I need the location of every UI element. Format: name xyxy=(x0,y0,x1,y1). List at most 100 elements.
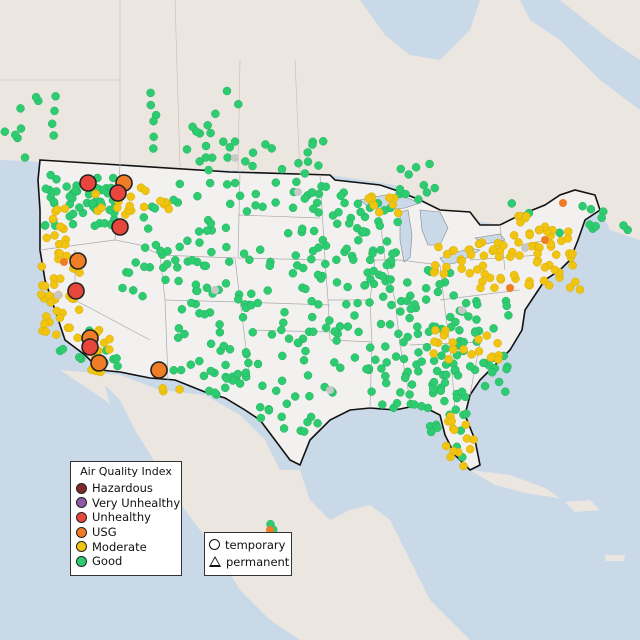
sensor-good[interactable] xyxy=(49,131,58,140)
sensor-no-data[interactable] xyxy=(211,286,219,294)
sensor-good[interactable] xyxy=(432,366,442,376)
sensor-good[interactable] xyxy=(177,305,187,314)
sensor-good[interactable] xyxy=(303,371,313,380)
sensor-good[interactable] xyxy=(435,280,444,289)
sensor-good[interactable] xyxy=(378,292,388,301)
sensor-good[interactable] xyxy=(215,328,225,337)
sensor-good[interactable] xyxy=(58,344,68,354)
sensor-moderate[interactable] xyxy=(126,192,136,201)
sensor-moderate[interactable] xyxy=(156,196,165,206)
sensor-moderate[interactable] xyxy=(75,268,84,277)
sensor-good[interactable] xyxy=(282,399,292,409)
sensor-good[interactable] xyxy=(221,360,230,370)
sensor-good[interactable] xyxy=(284,334,294,343)
sensor-good[interactable] xyxy=(414,195,423,204)
sensor-good[interactable] xyxy=(365,343,375,352)
sensor-good[interactable] xyxy=(369,279,379,289)
sensor-good[interactable] xyxy=(171,255,180,265)
sensor-good[interactable] xyxy=(494,377,504,387)
sensor-good[interactable] xyxy=(332,278,342,287)
sensor-moderate[interactable] xyxy=(540,263,550,272)
sensor-unhealthy[interactable] xyxy=(67,282,85,300)
sensor-good[interactable] xyxy=(206,128,215,138)
sensor-moderate[interactable] xyxy=(461,420,471,429)
sensor-good[interactable] xyxy=(162,259,172,269)
sensor-good[interactable] xyxy=(330,327,339,336)
sensor-good[interactable] xyxy=(47,119,57,129)
sensor-moderate[interactable] xyxy=(506,252,515,261)
sensor-good[interactable] xyxy=(479,358,488,368)
sensor-good[interactable] xyxy=(354,327,363,337)
sensor-good[interactable] xyxy=(31,92,41,102)
sensor-good[interactable] xyxy=(245,255,254,265)
sensor-good[interactable] xyxy=(472,315,481,324)
sensor-moderate[interactable] xyxy=(509,270,519,280)
sensor-good[interactable] xyxy=(342,244,351,254)
sensor-good[interactable] xyxy=(71,186,80,195)
sensor-good[interactable] xyxy=(359,227,368,236)
sensor-moderate[interactable] xyxy=(467,350,476,359)
sensor-moderate[interactable] xyxy=(514,238,523,247)
sensor-moderate[interactable] xyxy=(466,250,476,260)
sensor-good[interactable] xyxy=(422,188,432,197)
sensor-good[interactable] xyxy=(294,158,303,168)
sensor-good[interactable] xyxy=(186,360,196,369)
sensor-good[interactable] xyxy=(376,319,386,329)
sensor-good[interactable] xyxy=(300,194,310,203)
sensor-moderate[interactable] xyxy=(459,461,468,471)
sensor-good[interactable] xyxy=(112,354,121,363)
sensor-good[interactable] xyxy=(65,192,75,201)
sensor-good[interactable] xyxy=(151,240,161,250)
sensor-good[interactable] xyxy=(267,330,277,339)
sensor-good[interactable] xyxy=(430,183,440,193)
sensor-good[interactable] xyxy=(440,396,449,406)
sensor-no-data[interactable] xyxy=(521,244,529,252)
sensor-good[interactable] xyxy=(382,260,392,270)
sensor-good[interactable] xyxy=(400,373,410,383)
sensor-moderate[interactable] xyxy=(53,205,62,214)
sensor-good[interactable] xyxy=(173,263,182,272)
sensor-good[interactable] xyxy=(349,255,358,264)
sensor-good[interactable] xyxy=(453,371,463,380)
sensor-no-data[interactable] xyxy=(54,291,62,299)
sensor-moderate[interactable] xyxy=(571,277,580,287)
sensor-good[interactable] xyxy=(422,342,432,352)
sensor-good[interactable] xyxy=(318,235,328,245)
sensor-no-data[interactable] xyxy=(458,306,466,314)
sensor-moderate[interactable] xyxy=(575,285,585,294)
sensor-good[interactable] xyxy=(465,362,475,371)
sensor-moderate[interactable] xyxy=(125,201,134,211)
sensor-good[interactable] xyxy=(399,337,408,347)
sensor-moderate[interactable] xyxy=(97,203,106,213)
sensor-good[interactable] xyxy=(124,268,134,277)
sensor-good[interactable] xyxy=(332,255,341,265)
sensor-good[interactable] xyxy=(182,145,192,154)
sensor-moderate[interactable] xyxy=(449,246,458,255)
sensor-good[interactable] xyxy=(20,153,30,162)
sensor-good[interactable] xyxy=(396,164,406,174)
sensor-good[interactable] xyxy=(371,355,380,365)
sensor-good[interactable] xyxy=(131,258,140,267)
sensor-moderate[interactable] xyxy=(568,261,577,270)
sensor-good[interactable] xyxy=(487,368,497,377)
sensor-moderate[interactable] xyxy=(141,186,150,196)
sensor-good[interactable] xyxy=(429,384,438,394)
sensor-good[interactable] xyxy=(298,263,308,273)
sensor-moderate[interactable] xyxy=(480,269,489,279)
sensor-good[interactable] xyxy=(461,298,471,308)
sensor-moderate[interactable] xyxy=(532,258,542,267)
sensor-moderate[interactable] xyxy=(533,249,542,258)
sensor-good[interactable] xyxy=(221,279,231,288)
sensor-good[interactable] xyxy=(258,202,267,212)
sensor-good[interactable] xyxy=(11,130,20,140)
sensor-good[interactable] xyxy=(235,191,245,201)
sensor-moderate[interactable] xyxy=(457,256,466,266)
sensors-no-data[interactable] xyxy=(54,154,529,394)
sensor-good[interactable] xyxy=(41,184,51,193)
sensor-good[interactable] xyxy=(403,278,412,287)
sensor-good[interactable] xyxy=(399,354,409,364)
sensor-good[interactable] xyxy=(174,276,183,286)
sensor-moderate[interactable] xyxy=(48,214,58,224)
sensor-moderate[interactable] xyxy=(46,298,55,307)
sensor-good[interactable] xyxy=(219,137,228,146)
